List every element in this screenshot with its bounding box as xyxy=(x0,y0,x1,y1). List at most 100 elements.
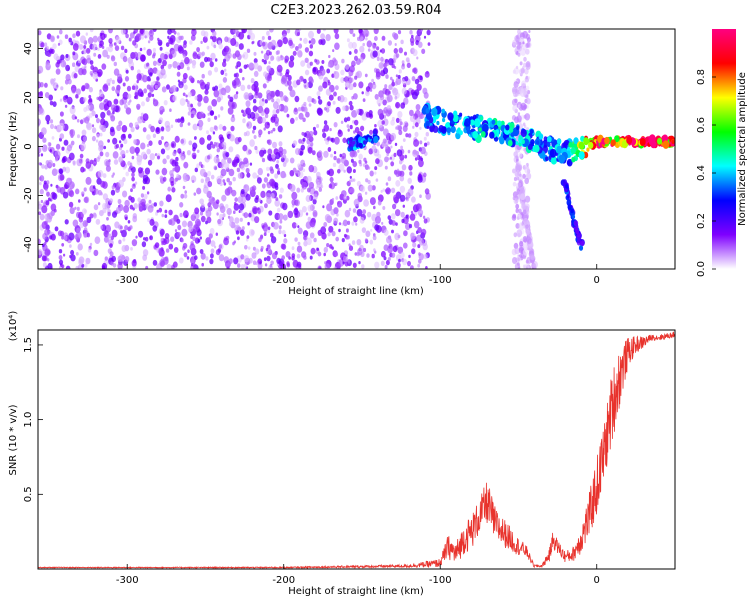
spectrogram-cell xyxy=(264,229,267,234)
spectrogram-cell xyxy=(394,43,397,46)
spectrogram-cell xyxy=(395,53,400,58)
spectrogram-cell xyxy=(322,29,326,32)
spectrogram-cell xyxy=(136,105,140,110)
spectrogram-cell xyxy=(306,133,312,141)
spectrogram-cell xyxy=(222,90,227,96)
spectrogram-cell xyxy=(405,197,409,202)
spectrogram-cell xyxy=(238,31,245,40)
spectrogram-cell xyxy=(315,171,321,179)
spectrogram-cell xyxy=(357,192,363,199)
spectrogram-cell xyxy=(140,35,144,40)
spectrogram-cell xyxy=(518,214,522,219)
spectrogram-cell xyxy=(286,261,290,266)
spectrogram-cell xyxy=(200,178,204,184)
spectrogram-cell xyxy=(190,175,197,183)
spectrogram-cell xyxy=(343,233,347,238)
spectrogram-cell xyxy=(125,149,129,154)
spectrogram-cell xyxy=(120,143,124,148)
spectrogram-cell xyxy=(46,120,50,125)
spectrogram-cell xyxy=(84,65,87,69)
spectrogram-cell xyxy=(354,75,358,80)
spectrogram-cell xyxy=(134,95,137,100)
spectrogram-cell xyxy=(63,253,66,257)
spectrogram-cell xyxy=(326,243,330,248)
spectrogram-cell xyxy=(152,225,158,232)
spectrogram-cell xyxy=(398,69,402,74)
spectrogram-cell xyxy=(323,120,328,125)
spectrogram-cell xyxy=(277,125,283,133)
spectrogram-cell xyxy=(118,179,124,188)
snr-x-label: Height of straight line (km) xyxy=(288,586,424,597)
spectrogram-cell xyxy=(218,43,223,50)
spectrogram-cell xyxy=(518,208,522,214)
spectrogram-cell xyxy=(576,232,581,238)
spectrogram-cell xyxy=(60,86,64,91)
spectrogram-cell xyxy=(648,134,656,144)
spectrogram-cell xyxy=(364,135,368,140)
spectrogram-cell xyxy=(260,110,265,116)
spectrogram-cell xyxy=(170,236,175,242)
spectrogram-cell xyxy=(52,101,57,107)
spectrogram-cell xyxy=(240,164,246,171)
spectrogram-cell xyxy=(146,84,151,90)
spectrogram-cell xyxy=(135,86,138,91)
spectrogram-cell xyxy=(205,209,212,218)
spectrogram-cell xyxy=(170,124,174,129)
spectrogram-cell xyxy=(147,218,151,223)
spectrogram-cell xyxy=(381,120,385,125)
spectrogram-cell xyxy=(518,134,523,140)
spectrogram-cell xyxy=(280,157,285,163)
spectrogram-cell xyxy=(85,257,91,265)
spectrogram-cell xyxy=(101,262,108,269)
spectrogram-cell xyxy=(514,247,520,255)
spectrogram-cell xyxy=(133,29,138,34)
spectrogram-cell xyxy=(520,48,526,56)
spectrogram-cell xyxy=(89,29,94,33)
spectrogram-cell xyxy=(198,51,202,57)
spectrogram-cell xyxy=(373,248,376,252)
y-tick-label: 40 xyxy=(23,42,34,55)
spectrogram-cell xyxy=(125,69,129,74)
spectrogram-cell xyxy=(205,256,209,261)
spectrogram-cell xyxy=(270,236,277,244)
spectrogram-cell xyxy=(99,151,104,157)
spectrogram-cell xyxy=(253,70,259,77)
spectrogram-cell xyxy=(281,155,284,159)
spectrogram-cell xyxy=(333,71,337,75)
spectrogram-cell xyxy=(102,173,107,179)
spectrogram-cell xyxy=(423,172,427,178)
spectrogram-cell xyxy=(382,99,387,106)
spectrogram-cell xyxy=(74,116,78,120)
spectrogram-cell xyxy=(523,124,527,129)
spectrogram-cell xyxy=(283,173,287,178)
spectrogram-cell xyxy=(233,240,236,244)
spectrogram-cell xyxy=(380,260,385,266)
spectrogram-cell xyxy=(147,205,154,213)
spectrogram-cell xyxy=(47,142,52,147)
spectrogram-cell xyxy=(247,221,250,226)
spectrogram-cell xyxy=(328,168,334,177)
spectrogram-cell xyxy=(421,228,427,236)
spectrogram-cell xyxy=(103,230,109,238)
spectrogram-cell xyxy=(216,148,220,153)
spectrogram-cell xyxy=(143,237,146,241)
spectrogram-cell xyxy=(315,177,322,186)
spectrogram-cell xyxy=(148,78,151,82)
spectrogram-cell xyxy=(367,166,371,170)
spectrogram-cell xyxy=(614,135,620,143)
spectrogram-cell xyxy=(401,164,407,171)
spectrogram-cell xyxy=(204,89,209,95)
spectrogram-cell xyxy=(101,45,105,50)
spectrogram-cell xyxy=(383,128,389,136)
spectrogram-cell xyxy=(318,85,323,92)
spectrogram-cell xyxy=(515,163,521,170)
spectrogram-cell xyxy=(408,254,411,259)
spectrogram-cell xyxy=(134,121,139,128)
spectrogram-cell xyxy=(51,136,55,140)
spectrogram-cell xyxy=(346,124,350,128)
spectrogram-cell xyxy=(512,181,517,187)
spectrogram-cell xyxy=(527,239,532,245)
spectrogram-cell xyxy=(183,84,188,90)
spectrogram-cell xyxy=(171,143,175,148)
spectrogram-cell xyxy=(96,117,100,124)
